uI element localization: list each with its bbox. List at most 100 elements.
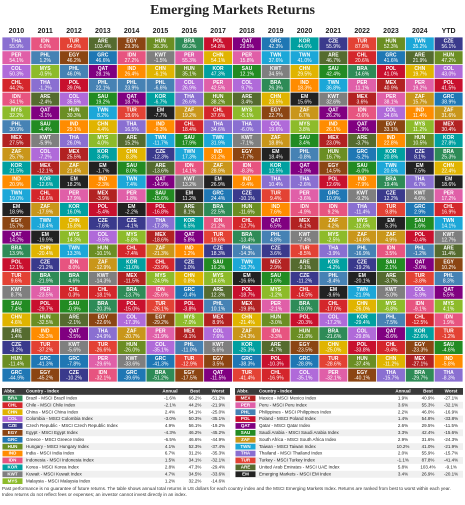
cell	[232, 65, 261, 78]
cell	[405, 354, 434, 368]
cell	[261, 161, 290, 175]
legend-best: 47.3%	[189, 465, 202, 470]
cell-return: -8.4%	[327, 279, 341, 285]
cell-code: EM	[272, 149, 280, 155]
year-header: 2023	[383, 28, 399, 35]
cell-code: PHL	[444, 273, 454, 279]
cell	[261, 106, 290, 120]
cell-code: CZE	[213, 246, 224, 252]
cell-code: GRC	[241, 356, 253, 362]
cell	[31, 327, 60, 341]
cell	[117, 92, 146, 106]
cell-code: KWT	[414, 190, 425, 196]
cell-return: -12.3%	[153, 155, 169, 161]
cell	[319, 78, 348, 92]
cell-return: -3.0%	[413, 265, 427, 271]
cell-return: 27.8%	[442, 141, 457, 147]
cell-code: CHN	[299, 66, 310, 72]
cell-return: 2.9%	[270, 265, 282, 271]
legend-annual: 2.8%	[165, 465, 175, 470]
cell	[319, 258, 348, 272]
cell-return: -6.6%	[154, 86, 168, 92]
cell-return: 8.1%	[414, 155, 426, 161]
cell	[31, 106, 60, 120]
cell	[434, 230, 463, 244]
cell-return: 18.3%	[211, 251, 226, 257]
cell-return: -7.6%	[96, 224, 110, 230]
cell-code: KWT	[385, 287, 396, 293]
cell-code: ZAF	[98, 259, 108, 265]
cell-return: 3.5%	[212, 362, 224, 368]
cell	[60, 341, 89, 354]
cell-code: COL	[443, 66, 454, 72]
cell-code: POL	[69, 80, 79, 86]
cell-return: -45.2%	[37, 375, 53, 381]
cell-return: 1.6%	[414, 224, 426, 230]
cell	[232, 368, 261, 382]
cell-code: BRA	[155, 370, 166, 376]
cell	[319, 134, 348, 147]
cell-code: IND	[329, 121, 338, 127]
cell	[2, 65, 31, 78]
cell-return: 56.1%	[442, 44, 457, 50]
legend-worst: -9.1%	[445, 465, 457, 470]
cell	[405, 120, 434, 134]
cell-code: COL	[386, 108, 397, 114]
cell-return: -11.2%	[383, 362, 399, 368]
cell-code: QAT	[444, 287, 454, 293]
cell-return: 4.8%	[270, 237, 282, 243]
cell	[117, 161, 146, 175]
cell	[117, 230, 146, 244]
cell-code: IND	[214, 149, 223, 155]
cell	[405, 51, 434, 65]
cell-return: 55.9%	[9, 44, 24, 50]
cell-code: IDN	[271, 328, 280, 334]
legend-row-bg	[235, 415, 463, 423]
cell	[88, 51, 117, 65]
cell	[117, 51, 146, 65]
cell-return: -1.9%	[356, 127, 370, 133]
cell-code: KWT	[270, 66, 281, 72]
cell-code: GRC	[126, 370, 138, 376]
cell-code: EGY	[242, 149, 253, 155]
cell	[376, 313, 405, 327]
cell	[60, 230, 89, 244]
cell-code: MYS	[184, 315, 196, 321]
cell-code: PHL	[386, 315, 396, 321]
cell-code: SAU	[40, 121, 51, 127]
cell-return: -21.9%	[37, 279, 53, 285]
cell-return: -39.6%	[124, 375, 140, 381]
cell-return: 9.6%	[11, 279, 23, 285]
cell	[434, 147, 463, 161]
year-header: 2022	[354, 28, 370, 35]
cell-return: -14.6%	[354, 237, 370, 243]
cell	[146, 175, 175, 189]
cell-code: HUN	[357, 356, 368, 362]
cell-return: -8.3%	[442, 375, 456, 381]
cell-return: -21.9%	[354, 293, 370, 299]
cell-return: 8.1%	[184, 210, 196, 216]
cell-return: -17.9%	[37, 210, 53, 216]
cell	[376, 354, 405, 368]
cell	[319, 161, 348, 175]
cell-code: ZAF	[415, 94, 425, 100]
cell	[31, 258, 60, 272]
cell	[232, 258, 261, 272]
legend-abbr: HUN	[8, 444, 18, 449]
cell	[60, 120, 89, 134]
cell-code: TUR	[242, 370, 253, 376]
cell	[175, 272, 204, 285]
cell	[261, 147, 290, 161]
cell	[261, 203, 290, 216]
cell	[434, 299, 463, 313]
legend-best: 29.5%	[422, 423, 435, 428]
cell	[60, 327, 89, 341]
cell-code: MYS	[40, 66, 52, 72]
legend-worst: -15.7%	[444, 451, 458, 456]
cell	[290, 92, 319, 106]
legend-swatch	[235, 457, 256, 464]
cell-return: 21.9%	[413, 58, 428, 64]
cell	[348, 78, 377, 92]
legend-annual: -6.5%	[164, 437, 176, 442]
